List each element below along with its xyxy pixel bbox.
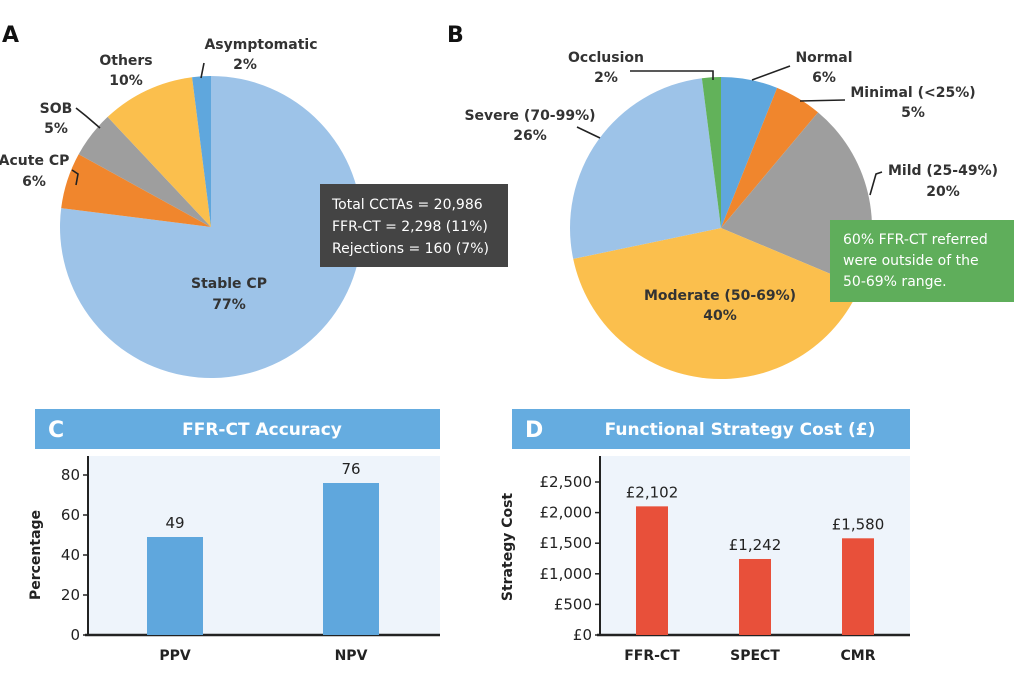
slice-pct: 5% bbox=[44, 121, 68, 137]
leader-line bbox=[576, 126, 601, 139]
y-tick-label: 20 bbox=[61, 586, 80, 604]
y-tick-label: £0 bbox=[573, 626, 592, 644]
pie-chart-b bbox=[569, 77, 873, 380]
panel-d-title: Functional Strategy Cost (£) bbox=[605, 420, 876, 440]
leader-line bbox=[799, 99, 846, 102]
bar-ppv bbox=[147, 537, 203, 635]
pie-slice-sob bbox=[78, 116, 211, 227]
slice-pct: 5% bbox=[901, 105, 925, 121]
bar-value-label: 76 bbox=[341, 460, 360, 478]
note-line: 50-69% range. bbox=[843, 274, 947, 290]
leader-line bbox=[71, 169, 79, 186]
leader-line bbox=[200, 62, 205, 79]
bar-npv bbox=[323, 483, 379, 635]
bar-cmr bbox=[842, 538, 874, 635]
summary-box bbox=[320, 184, 508, 267]
summary-line: Rejections = 160 (7%) bbox=[332, 241, 489, 257]
bar-spect bbox=[739, 558, 771, 635]
panel-a-letter: A bbox=[2, 23, 19, 48]
panel-d-header bbox=[512, 409, 910, 449]
x-tick-label: PPV bbox=[159, 648, 191, 664]
bar-value-label: 49 bbox=[165, 514, 184, 532]
summary-line: FFR-CT = 2,298 (11%) bbox=[332, 219, 488, 235]
note-line: 60% FFR-CT referred bbox=[843, 232, 988, 248]
panel-d-letter: D bbox=[525, 418, 543, 443]
y-tick-label: £1,500 bbox=[540, 534, 593, 552]
y-tick-label: £1,000 bbox=[540, 565, 593, 583]
slice-pct: 77% bbox=[212, 297, 246, 313]
x-tick-label: SPECT bbox=[730, 648, 780, 664]
leader-line bbox=[869, 171, 883, 196]
bar-value-label: £1,242 bbox=[729, 536, 782, 554]
slice-pct: 2% bbox=[594, 70, 618, 86]
slice-pct: 26% bbox=[513, 128, 547, 144]
leader-line bbox=[751, 65, 791, 81]
note-line: were outside of the bbox=[843, 253, 979, 269]
y-axis-label: Strategy Cost bbox=[500, 493, 516, 602]
y-tick-label: 60 bbox=[61, 506, 80, 524]
pie-chart-a bbox=[59, 76, 362, 379]
plot-area bbox=[88, 456, 440, 635]
bar-value-label: £1,580 bbox=[832, 515, 885, 533]
bar-value-label: £2,102 bbox=[626, 483, 679, 501]
y-tick-label: 0 bbox=[70, 626, 80, 644]
slice-label: Occlusion bbox=[568, 50, 644, 66]
slice-label: Stable CP bbox=[191, 276, 267, 292]
leader-line bbox=[630, 70, 714, 80]
y-tick-label: £500 bbox=[554, 595, 592, 613]
y-tick-label: £2,500 bbox=[540, 473, 593, 491]
y-tick-label: 40 bbox=[61, 546, 80, 564]
slice-label: SOB bbox=[40, 101, 73, 117]
pie-slice-occlusion bbox=[701, 77, 721, 228]
panel-c-header bbox=[35, 409, 440, 449]
slice-label: Moderate (50-69%) bbox=[644, 288, 796, 304]
slice-pct: 10% bbox=[109, 73, 143, 89]
slice-label: Acute CP bbox=[0, 153, 69, 169]
slice-pct: 6% bbox=[22, 174, 46, 190]
x-tick-label: CMR bbox=[841, 648, 876, 664]
slice-label: Normal bbox=[795, 50, 852, 66]
note-box bbox=[830, 220, 1014, 302]
panel-c-title: FFR-CT Accuracy bbox=[182, 420, 342, 440]
bar-ffr-ct bbox=[636, 506, 668, 635]
slice-pct: 6% bbox=[812, 70, 836, 86]
panel-c-letter: C bbox=[48, 418, 64, 443]
leader-line bbox=[75, 107, 101, 129]
summary-line: Total CCTAs = 20,986 bbox=[331, 197, 483, 213]
pie-slice-normal bbox=[721, 77, 778, 228]
pie-slice-acute-cp bbox=[61, 154, 212, 227]
pie-slice-asymptomatic bbox=[192, 76, 211, 227]
slice-label: Asymptomatic bbox=[204, 37, 317, 53]
y-tick-label: £2,000 bbox=[540, 504, 593, 522]
slice-pct: 20% bbox=[926, 184, 960, 200]
slice-label: Others bbox=[99, 53, 152, 69]
pie-slice-minimal-25 bbox=[721, 87, 819, 229]
bar-chart-d: £0 £500 £1,000 £1,500 £2,000 £2,500 £2,102 FFR-… bbox=[540, 456, 910, 664]
slice-label: Minimal (<25%) bbox=[850, 85, 975, 101]
x-tick-label: FFR-CT bbox=[624, 648, 680, 664]
pie-slice-moderate-50-69 bbox=[573, 228, 861, 380]
slice-pct: 2% bbox=[233, 57, 257, 73]
x-tick-label: NPV bbox=[335, 648, 368, 664]
slice-pct: 40% bbox=[703, 308, 737, 324]
bar-chart-c: 0 20 40 60 80 49 PPV 76 NPV bbox=[61, 456, 440, 664]
pie-slice-stable-cp bbox=[59, 76, 362, 379]
y-axis-label: Percentage bbox=[28, 510, 44, 600]
y-tick-label: 80 bbox=[61, 466, 80, 484]
pie-slice-severe-70-99 bbox=[569, 78, 721, 259]
panel-b-letter: B bbox=[447, 23, 464, 48]
slice-label: Severe (70-99%) bbox=[464, 108, 595, 124]
slice-label: Mild (25-49%) bbox=[888, 163, 998, 179]
pie-slice-others bbox=[107, 77, 211, 228]
